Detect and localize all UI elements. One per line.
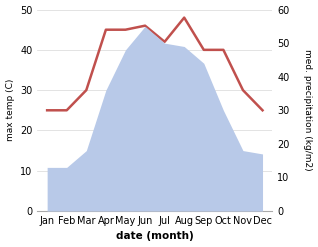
X-axis label: date (month): date (month) (116, 231, 194, 242)
Y-axis label: med. precipitation (kg/m2): med. precipitation (kg/m2) (303, 49, 313, 171)
Y-axis label: max temp (C): max temp (C) (5, 79, 15, 142)
